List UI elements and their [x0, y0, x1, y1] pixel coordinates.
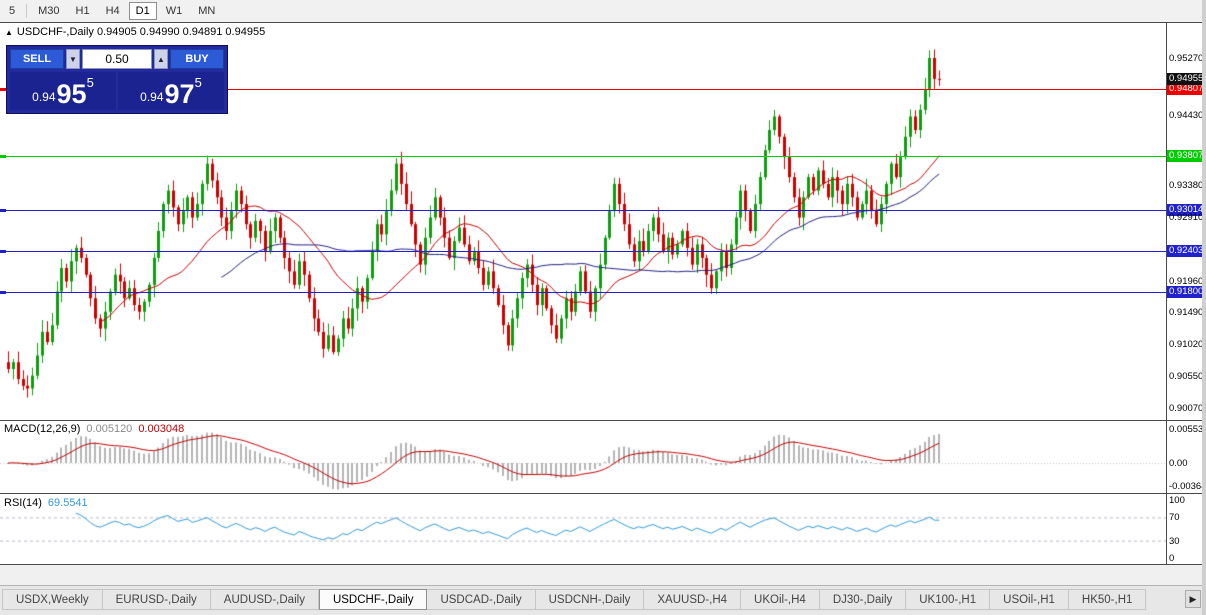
macd-signal-value: 0.003048: [138, 423, 185, 435]
tab-uk100-h1[interactable]: UK100-,H1: [906, 589, 991, 610]
tab-ukoil-h4[interactable]: UKOil-,H4: [741, 589, 820, 610]
horizontal-level-line[interactable]: [0, 89, 1206, 90]
chart-tabs-bar: USDX,Weekly EURUSD-,Daily AUDUSD-,Daily USD…: [0, 585, 1206, 615]
one-click-trading-panel: SELL ▼ 0.50 ▲ BUY 0.94 95 5 0.94 97 5: [6, 45, 228, 114]
rsi-panel-separator[interactable]: [0, 493, 1206, 494]
horizontal-level-line[interactable]: [0, 210, 1166, 211]
buy-price-display[interactable]: 0.94 97 5: [118, 72, 224, 110]
tab-usdcad-daily[interactable]: USDCAD-,Daily: [427, 589, 536, 610]
collapse-trade-panel-icon[interactable]: ▲: [5, 28, 13, 37]
timeframe-button-d1[interactable]: D1: [128, 2, 157, 20]
macd-name: MACD(12,26,9): [4, 423, 81, 435]
tab-usdx-weekly[interactable]: USDX,Weekly: [2, 589, 103, 610]
horizontal-level-line[interactable]: [0, 156, 1166, 157]
timeframe-button-w1[interactable]: W1: [159, 2, 190, 20]
toolbar-separator: [26, 4, 28, 18]
sell-price-prefix: 0.94: [32, 90, 56, 104]
tab-eurusd-daily[interactable]: EURUSD-,Daily: [102, 589, 211, 610]
rsi-indicator-label: RSI(14) 69.5541: [4, 497, 88, 509]
buy-price-sup: 5: [194, 75, 202, 90]
macd-indicator-label: MACD(12,26,9) 0.005120 0.003048: [4, 423, 184, 435]
buy-price-big: 97: [164, 79, 195, 110]
volume-decrease-button[interactable]: ▼: [66, 49, 80, 69]
tab-dj30-daily[interactable]: DJ30-,Daily: [819, 589, 907, 610]
horizontal-level-line[interactable]: [0, 251, 1166, 252]
timeframe-button-h4[interactable]: H4: [99, 2, 127, 20]
tab-usdcnh-daily[interactable]: USDCNH-,Daily: [535, 589, 645, 610]
trade-prices-row: 0.94 95 5 0.94 97 5: [10, 72, 224, 110]
macd-main-value: 0.005120: [86, 423, 133, 435]
macd-indicator-canvas[interactable]: [0, 421, 1166, 493]
time-axis-strip: [0, 565, 1206, 585]
price-axis-separator: [1166, 22, 1167, 564]
rsi-name: RSI(14): [4, 497, 42, 509]
timeframe-button-5[interactable]: 5: [2, 2, 22, 20]
sell-price-sup: 5: [86, 75, 94, 90]
timeframe-button-mn[interactable]: MN: [191, 2, 222, 20]
sell-price-display[interactable]: 0.94 95 5: [10, 72, 116, 110]
buy-price-prefix: 0.94: [140, 90, 164, 104]
timeframe-toolbar: 5 M30 H1 H4 D1 W1 MN: [0, 0, 1206, 22]
timeframe-button-h1[interactable]: H1: [69, 2, 97, 20]
rsi-value: 69.5541: [47, 497, 88, 509]
sell-button[interactable]: SELL: [10, 49, 64, 69]
trade-controls-row: SELL ▼ 0.50 ▲ BUY: [10, 49, 224, 69]
macd-panel-separator[interactable]: [0, 420, 1206, 421]
buy-button[interactable]: BUY: [170, 49, 224, 69]
volume-input[interactable]: 0.50: [82, 49, 152, 69]
tab-audusd-daily[interactable]: AUDUSD-,Daily: [210, 589, 319, 610]
tab-xauusd-h4[interactable]: XAUUSD-,H4: [644, 589, 742, 610]
tab-hk50-h1[interactable]: HK50-,H1: [1068, 589, 1147, 610]
sell-price-big: 95: [56, 79, 87, 110]
timeframe-button-m30[interactable]: M30: [31, 2, 66, 20]
chart-title-text: USDCHF-,Daily 0.94905 0.94990 0.94891 0.…: [16, 26, 266, 38]
window-right-border: [1202, 0, 1206, 615]
rsi-indicator-canvas[interactable]: [0, 494, 1166, 564]
volume-increase-button[interactable]: ▲: [154, 49, 168, 69]
tab-usdchf-daily[interactable]: USDCHF-,Daily: [318, 589, 428, 610]
chart-title: ▲ USDCHF-,Daily 0.94905 0.94990 0.94891 0…: [5, 26, 265, 38]
tab-scroll-right-button[interactable]: ▶: [1185, 590, 1201, 608]
chart-top-border: [0, 22, 1206, 23]
tab-usoil-h1[interactable]: USOil-,H1: [990, 589, 1069, 610]
horizontal-level-line[interactable]: [0, 292, 1166, 293]
chart-bottom-border: [0, 564, 1206, 565]
